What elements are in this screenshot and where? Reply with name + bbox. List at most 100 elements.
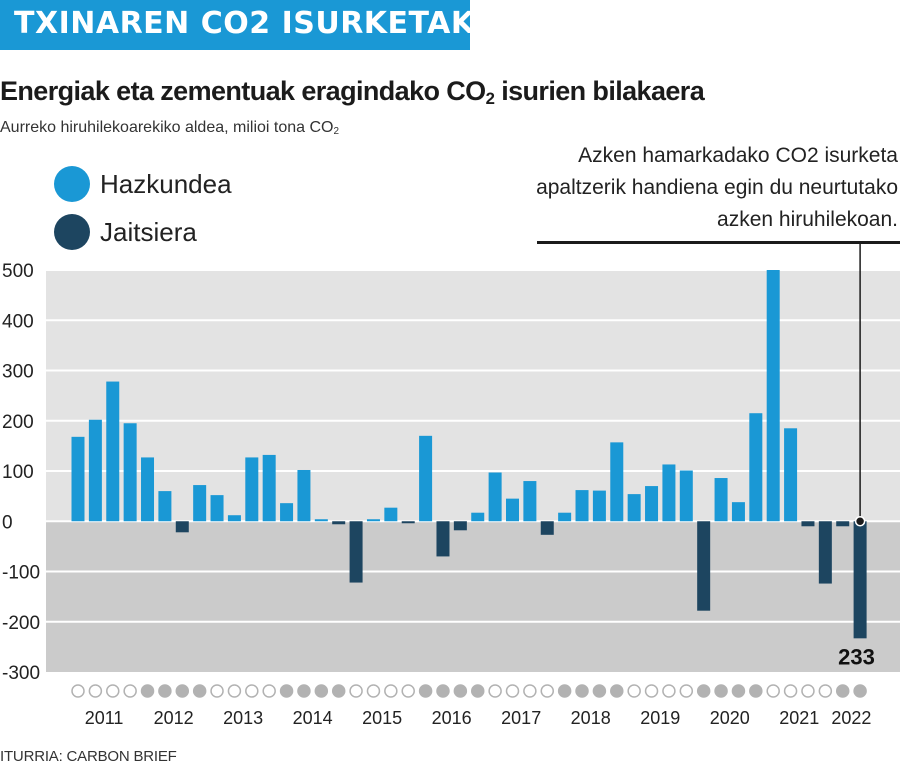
bar	[766, 270, 780, 522]
quarter-dot	[331, 684, 346, 698]
x-tick-label: 2011	[85, 708, 124, 728]
y-tick-label: 400	[2, 311, 34, 332]
y-tick-label: 200	[2, 412, 34, 433]
quarter-dot	[662, 684, 676, 698]
bar	[627, 494, 641, 522]
quarter-dot	[557, 684, 572, 698]
bar	[592, 490, 606, 522]
x-tick-label: 2018	[571, 708, 611, 728]
quarter-dot	[297, 684, 311, 698]
x-tick-label: 2012	[154, 708, 194, 728]
legend-label-increase: Hazkundea	[100, 168, 232, 199]
x-tick-label: 2021	[779, 708, 819, 728]
bar	[488, 472, 502, 522]
quarter-dot	[488, 684, 502, 698]
x-tick-label: 2016	[432, 708, 472, 728]
quarter-dot	[835, 684, 850, 698]
bar	[158, 491, 172, 522]
bar	[436, 521, 450, 557]
quarter-dot	[783, 684, 798, 698]
bar	[818, 521, 832, 584]
quarter-dot	[766, 684, 780, 698]
quarter-dot	[436, 684, 450, 698]
bar	[141, 457, 155, 522]
bar	[471, 512, 485, 522]
quarter-dot	[627, 684, 641, 698]
quarter-dot	[679, 684, 694, 698]
quarter-dot	[349, 684, 363, 698]
bar	[401, 521, 415, 524]
x-tick-label: 2014	[293, 708, 333, 728]
x-tick-label: 2022	[831, 708, 871, 728]
bar	[280, 503, 294, 522]
bar	[419, 435, 433, 522]
bar	[349, 521, 363, 583]
bar	[175, 521, 189, 533]
y-tick-label: 100	[2, 462, 34, 483]
negative-zone	[46, 521, 900, 672]
bar	[297, 469, 311, 522]
quarter-dot	[714, 684, 728, 698]
bar	[540, 521, 554, 535]
y-tick-label: 500	[2, 261, 34, 282]
chart-title-subscript: 2	[485, 89, 495, 109]
quarter-dot	[540, 684, 555, 698]
chart-title-tail: isurien bilakaera	[494, 76, 705, 106]
bar	[88, 419, 102, 522]
quarter-dot	[523, 684, 537, 698]
quarter-dot	[505, 684, 520, 698]
header-banner: TXINAREN CO2 ISURKETAK	[0, 0, 474, 50]
quarter-dot	[279, 684, 294, 698]
bar	[575, 490, 589, 522]
quarter-dot	[262, 684, 276, 698]
bar	[645, 486, 659, 522]
annotation-text: Azken hamarkadako CO2 isurketa apaltzeri…	[536, 144, 898, 231]
bar	[71, 436, 85, 522]
quarter-dot	[140, 684, 155, 698]
chart-subtitle-main: Aurreko hiruhilekoarekiko aldea, milioi …	[0, 119, 334, 136]
quarter-dot	[696, 684, 711, 698]
bar	[731, 502, 745, 522]
quarter-dot	[453, 684, 468, 698]
y-tick-label: -100	[2, 563, 40, 584]
banner-title: TXINAREN CO2 ISURKETAK	[14, 6, 475, 41]
chart-subtitle: Aurreko hiruhilekoarekiko aldea, milioi …	[0, 119, 339, 137]
quarter-dot	[245, 684, 259, 698]
quarter-dot	[158, 684, 172, 698]
chart-title: Energiak eta zementuak eragindako CO2 is…	[0, 76, 705, 109]
legend-swatch-increase	[54, 166, 90, 202]
quarter-dot	[644, 684, 659, 698]
quarter-dot	[731, 684, 746, 698]
bar	[836, 521, 850, 527]
y-tick-label: 0	[2, 512, 13, 533]
legend-item-increase: Hazkundea	[54, 166, 232, 202]
bar	[332, 521, 346, 525]
quarter-dot	[227, 684, 242, 698]
bar	[366, 519, 380, 522]
quarter-dot	[418, 684, 433, 698]
x-tick-label: 2017	[501, 708, 541, 728]
quarter-dot	[384, 684, 398, 698]
quarter-dot	[88, 684, 103, 698]
bar	[523, 481, 537, 522]
quarter-dot	[123, 684, 137, 698]
quarter-dot	[592, 684, 607, 698]
bar	[245, 457, 259, 522]
bar	[227, 515, 241, 522]
quarter-dot	[575, 684, 589, 698]
quarter-dot	[853, 684, 867, 698]
quarter-dot	[175, 684, 190, 698]
bar	[679, 470, 693, 522]
quarter-dot	[71, 684, 85, 698]
x-tick-label: 2020	[710, 708, 750, 728]
legend-item-decrease: Jaitsiera	[54, 214, 197, 250]
bar	[749, 413, 763, 522]
bar	[801, 521, 815, 527]
legend-swatch-decrease	[54, 214, 90, 250]
quarter-dot	[801, 684, 815, 698]
quarter-dot	[314, 684, 329, 698]
quarter-dot	[401, 684, 415, 698]
bar	[123, 423, 137, 522]
bar	[193, 485, 207, 522]
quarter-dot	[210, 684, 224, 698]
